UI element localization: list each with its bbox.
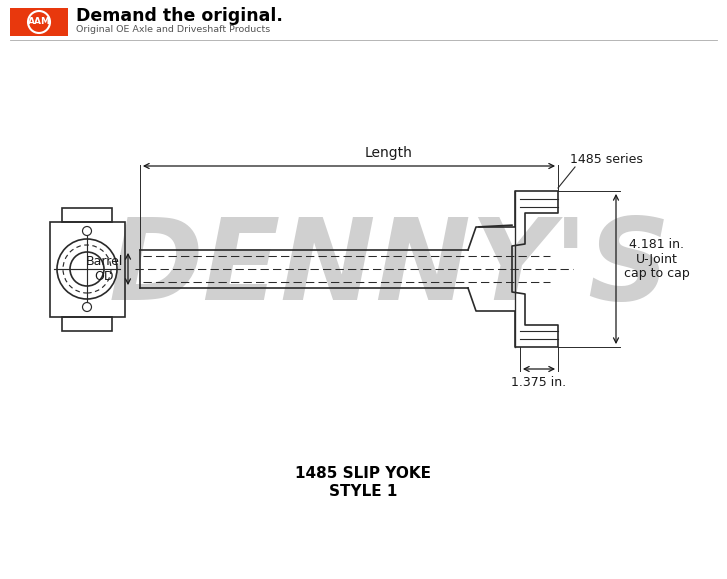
FancyBboxPatch shape [10, 8, 68, 36]
Text: DENNY'S: DENNY'S [109, 214, 671, 324]
Text: 1485 series: 1485 series [570, 153, 643, 166]
Text: AAM: AAM [28, 17, 50, 27]
Text: 4.181 in.
U-Joint
cap to cap: 4.181 in. U-Joint cap to cap [624, 237, 690, 280]
Text: Barrel
OD: Barrel OD [86, 255, 123, 283]
Text: 1485 SLIP YOKE: 1485 SLIP YOKE [295, 467, 431, 482]
Text: Original OE Axle and Driveshaft Products: Original OE Axle and Driveshaft Products [76, 24, 270, 34]
Text: Length: Length [365, 146, 413, 160]
Text: Demand the original.: Demand the original. [76, 7, 283, 25]
Text: STYLE 1: STYLE 1 [329, 483, 397, 499]
Text: 1.375 in.: 1.375 in. [511, 376, 566, 389]
